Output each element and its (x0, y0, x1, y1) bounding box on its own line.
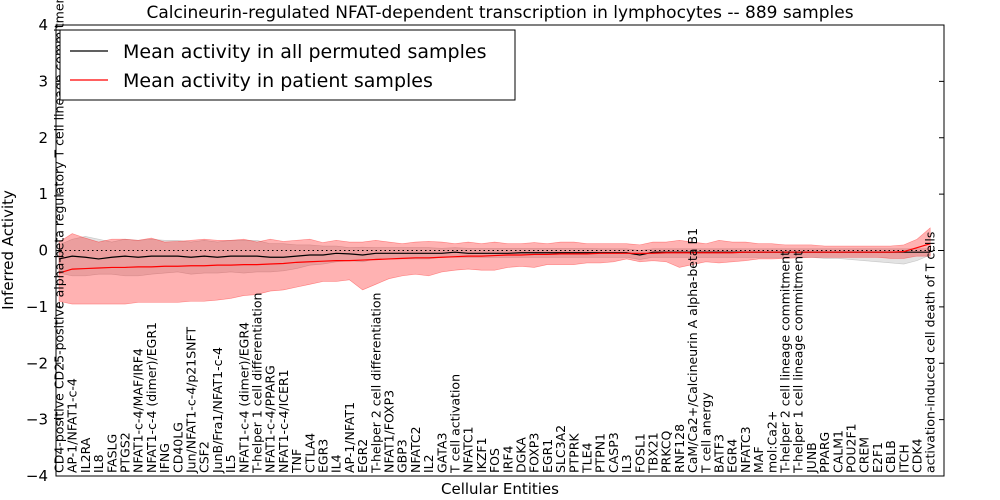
x-tick-label: T cell activation (448, 374, 463, 474)
x-tick-label: AP-1/NFAT1 (342, 402, 357, 473)
x-tick-label: T-helper 1 cell differentiation (250, 293, 265, 474)
x-tick-label: CD40LG (170, 422, 185, 473)
x-tick-label: T cell anergy (698, 392, 713, 474)
x-tick-label: PTGS2 (118, 432, 133, 473)
x-tick-label: JunB/Fra1/NFAT1-c-4 (210, 347, 225, 474)
x-tick-label: mol:Ca2+ (764, 411, 779, 473)
x-tick-label: NFATC1 (461, 426, 476, 473)
x-tick-label: GBP3 (395, 439, 410, 473)
y-tick-label: 4 (38, 16, 48, 34)
legend-box (59, 29, 516, 101)
x-tick-label: IL3 (619, 454, 634, 473)
x-tick-label: CDK4 (910, 438, 925, 473)
x-tick-label: T-helper 2 cell lineage commitment (778, 251, 793, 474)
x-tick-label: CTLA4 (302, 433, 317, 473)
legend: Mean activity in all permuted samples Me… (59, 29, 516, 101)
x-tick-label: DGKA (514, 437, 529, 473)
x-tick-label: CSF2 (197, 441, 212, 473)
x-tick-label: Jun/NFAT1-c-4/p21SNFT (184, 327, 199, 474)
x-tick-label: IL4 (329, 454, 344, 473)
x-tick-label: FOSL1 (632, 433, 647, 473)
x-tick-label: POU2F1 (844, 423, 859, 473)
x-tick-label: TNF (289, 449, 304, 474)
y-axis: −4 −3 −2 −1 0 1 2 3 4 (26, 16, 944, 485)
y-tick-label: 0 (38, 242, 48, 260)
x-tick-label: GATA3 (434, 433, 449, 473)
x-tick-label: NFAT1-c-4 (dimer)/EGR1 (144, 322, 159, 473)
x-tick-label: ITCH (896, 444, 911, 473)
x-tick-label: FOXP3 (527, 433, 542, 473)
x-tick-label: IFNG (157, 443, 172, 473)
x-tick-label: PTPRK (566, 433, 581, 473)
x-tick-label: EGR1 (540, 439, 555, 473)
x-tick-label: CALM1 (830, 430, 845, 473)
x-tick-label: T-helper 2 cell differentiation (368, 293, 383, 474)
y-tick-label: −2 (26, 354, 48, 372)
x-tick-label: CASP3 (606, 432, 621, 473)
x-tick-label: EGR2 (355, 439, 370, 473)
x-tick-label: NFATC3 (738, 426, 753, 473)
x-tick-label: NFAT1-c-4/MAF/IRF4 (131, 348, 146, 473)
x-tick-label: TBX21 (646, 432, 661, 474)
x-tick-label: PPARG (817, 432, 832, 473)
x-tick-label: TLE4 (580, 443, 595, 474)
chart-title: Calcineurin-regulated NFAT-dependent tra… (146, 3, 853, 23)
x-tick-label: E2F1 (870, 442, 885, 473)
x-tick-label: JUNB (804, 442, 819, 474)
x-tick-label: CD4-positive CD25-positive alpha-beta re… (52, 0, 67, 473)
x-tick-label: IL2RA (78, 437, 93, 473)
x-tick-label: activation-induced cell death of T cells (923, 232, 938, 473)
x-tick-label: CREM (857, 437, 872, 473)
x-tick-label: NFAT1-c-4 (dimer)/EGR4 (236, 322, 251, 473)
x-tick-label: RNF128 (672, 424, 687, 473)
x-tick-label: IRF4 (500, 445, 515, 473)
y-tick-label: 2 (38, 129, 48, 147)
x-tick-label: FOS (487, 448, 502, 473)
y-tick-label: 3 (38, 72, 48, 90)
x-tick-label: T-helper 1 cell lineage commitment (791, 251, 806, 474)
x-tick-label: MAF (751, 446, 766, 473)
x-tick-label: SLC3A2 (553, 425, 568, 473)
x-tick-label: IL8 (91, 454, 106, 473)
x-tick-label: CaM/Ca2+/Calcineurin A alpha-beta B1 (685, 228, 700, 473)
x-tick-labels: CD4-positive CD25-positive alpha-beta re… (52, 0, 938, 474)
legend-label-permuted: Mean activity in all permuted samples (123, 41, 486, 63)
x-tick-label: PTPN1 (593, 433, 608, 473)
x-tick-label: IKZF1 (474, 437, 489, 473)
x-tick-label: NFAT1-c-4/ICER1 (276, 369, 291, 473)
x-tick-label: IL5 (223, 454, 238, 473)
y-tick-label: −4 (26, 467, 48, 485)
x-tick-label: NFAT1/FOXP3 (382, 390, 397, 473)
x-tick-label: IL2 (421, 454, 436, 473)
x-tick-label: CBLB (883, 440, 898, 473)
plot-frame (55, 24, 945, 477)
y-tick-label: −1 (26, 298, 48, 316)
x-tick-label: NFATC2 (408, 426, 423, 473)
x-tick-label: PRKCQ (659, 431, 674, 473)
y-axis-label: Inferred Activity (0, 190, 17, 310)
legend-label-patient: Mean activity in patient samples (123, 70, 433, 92)
patient-std-band (58, 227, 931, 305)
x-tick-label: NFAT1-c-4/PPARG (263, 365, 278, 473)
x-tick-label: EGR4 (725, 439, 740, 473)
x-tick-label: BATF3 (712, 434, 727, 473)
x-tick-label: FASLG (104, 434, 119, 473)
x-axis-label: Cellular Entities (441, 480, 559, 498)
y-tick-label: −3 (26, 411, 48, 429)
patient-mean-line (58, 243, 931, 274)
y-tick-label: 1 (38, 185, 48, 203)
line-layer (58, 243, 931, 274)
x-tick-label: AP-1/NFAT1-c-4 (65, 378, 80, 473)
x-tick-label: EGR3 (316, 439, 331, 473)
